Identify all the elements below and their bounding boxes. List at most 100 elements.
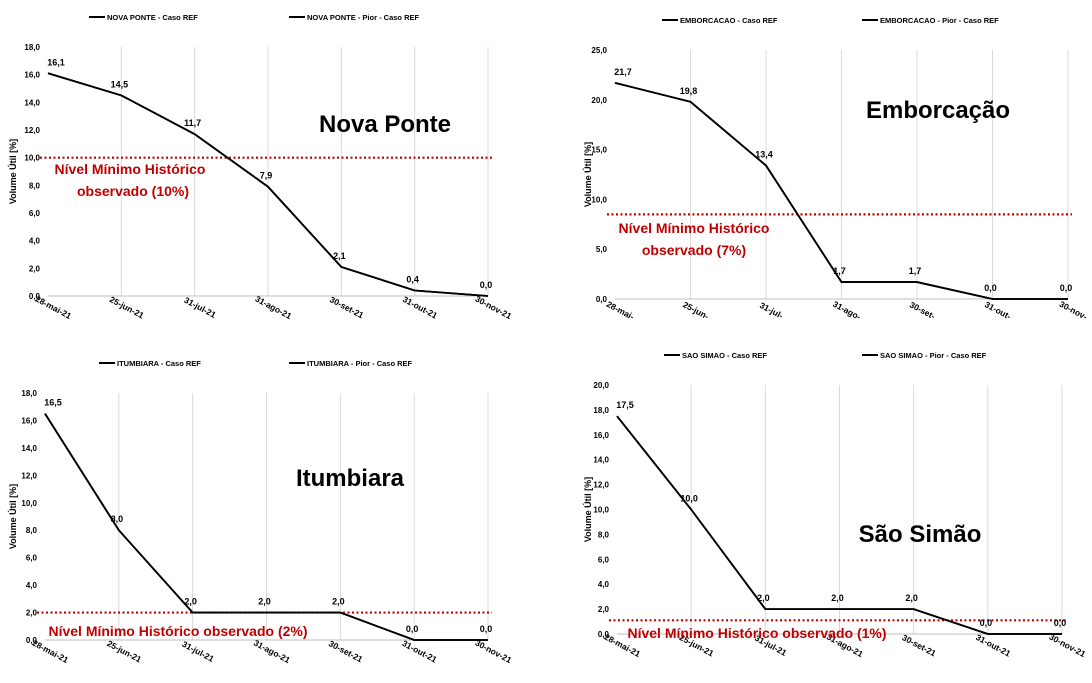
y-tick-label: 12,0 xyxy=(24,126,40,135)
y-tick-label: 0,0 xyxy=(26,636,38,645)
x-tick-label: 31-out-21 xyxy=(401,638,439,665)
y-tick-label: 8,0 xyxy=(598,530,610,539)
data-label: 11,7 xyxy=(184,118,201,128)
data-label: 1,7 xyxy=(909,266,922,276)
x-tick-label: 31-jul- xyxy=(758,300,785,321)
reference-label: Nível Mínimo Histórico observado (2%) xyxy=(48,623,307,639)
legend-label: ITUMBIARA - Caso REF xyxy=(117,359,201,368)
legend-label: EMBORCACAO - Caso REF xyxy=(680,16,778,25)
y-tick-label: 0,0 xyxy=(29,292,41,301)
y-tick-label: 18,0 xyxy=(593,406,609,415)
legend-label: NOVA PONTE - Pior - Caso REF xyxy=(307,13,420,22)
data-label: 0,0 xyxy=(1054,618,1067,628)
data-label: 10,0 xyxy=(680,494,698,504)
x-tick-label: 30-nov-21 xyxy=(474,294,514,322)
y-tick-label: 15,0 xyxy=(591,146,607,155)
chart-title: São Simão xyxy=(859,521,982,548)
y-tick-label: 6,0 xyxy=(29,209,41,218)
x-tick-label: 28-mai- xyxy=(605,299,636,322)
reference-label: Nível Mínimo Histórico xyxy=(619,220,770,236)
legend-label: NOVA PONTE - Caso REF xyxy=(107,13,198,22)
chart-title: Nova Ponte xyxy=(319,111,451,138)
data-label: 2,0 xyxy=(831,593,844,603)
data-label: 2,0 xyxy=(757,593,770,603)
data-label: 21,7 xyxy=(614,67,632,77)
legend-label: EMBORCACAO - Pior - Caso REF xyxy=(880,16,999,25)
series-line-2 xyxy=(616,415,1062,635)
y-tick-label: 16,0 xyxy=(593,431,609,440)
y-tick-label: 6,0 xyxy=(598,555,610,564)
x-tick-label: 30-set-21 xyxy=(328,294,365,320)
y-tick-label: 0,0 xyxy=(598,630,610,639)
y-tick-label: 16,0 xyxy=(21,416,37,425)
x-tick-label: 31-out-21 xyxy=(401,294,439,321)
reference-label: observado (7%) xyxy=(642,242,746,258)
y-tick-label: 4,0 xyxy=(29,237,41,246)
reference-label: Nível Mínimo Histórico xyxy=(55,161,206,177)
y-tick-label: 16,0 xyxy=(24,71,40,80)
data-label: 0,0 xyxy=(480,624,493,634)
y-tick-label: 10,0 xyxy=(21,499,37,508)
y-tick-label: 10,0 xyxy=(591,195,607,204)
y-tick-label: 14,0 xyxy=(24,98,40,107)
data-label: 0,0 xyxy=(1060,283,1073,293)
y-tick-label: 2,0 xyxy=(29,264,41,273)
y-tick-label: 20,0 xyxy=(591,96,607,105)
data-label: 1,7 xyxy=(833,266,846,276)
data-label: 0,0 xyxy=(406,624,419,634)
x-tick-label: 31-out- xyxy=(983,299,1013,321)
x-tick-label: 31-jul-21 xyxy=(180,639,215,664)
y-tick-label: 4,0 xyxy=(598,580,610,589)
y-tick-label: 8,0 xyxy=(29,181,41,190)
x-tick-label: 30-nov-21 xyxy=(1048,632,1088,660)
data-label: 13,4 xyxy=(755,150,773,160)
x-tick-label: 30-set- xyxy=(908,300,937,322)
y-tick-label: 12,0 xyxy=(593,481,609,490)
x-tick-label: 31-out-21 xyxy=(974,632,1012,659)
series-line-2 xyxy=(47,72,489,297)
x-tick-label: 30-set-21 xyxy=(900,632,937,658)
y-tick-label: 18,0 xyxy=(24,43,40,52)
x-tick-label: 25-jun- xyxy=(681,299,710,321)
data-label: 0,0 xyxy=(480,280,493,290)
data-label: 7,9 xyxy=(260,171,273,181)
y-tick-label: 10,0 xyxy=(593,506,609,515)
y-axis-label: Volume Útil [%] xyxy=(582,142,593,207)
x-tick-label: 25-jun-21 xyxy=(105,638,143,664)
data-label: 2,0 xyxy=(332,597,345,607)
y-tick-label: 0,0 xyxy=(596,295,608,304)
y-tick-label: 14,0 xyxy=(593,456,609,465)
series-line-2 xyxy=(614,81,1068,300)
legend-label: SAO SIMAO - Caso REF xyxy=(682,351,767,360)
data-label: 17,5 xyxy=(616,400,634,410)
y-axis-label: Volume Útil [%] xyxy=(7,139,18,204)
y-tick-label: 6,0 xyxy=(26,554,38,563)
x-tick-label: 31-ago- xyxy=(831,299,863,322)
x-tick-label: 30-set-21 xyxy=(327,638,364,664)
data-label: 2,0 xyxy=(258,597,271,607)
y-tick-label: 8,0 xyxy=(26,526,38,535)
x-tick-label: 28-mai-21 xyxy=(31,638,71,665)
reference-label: observado (10%) xyxy=(77,183,189,199)
data-label: 16,5 xyxy=(44,398,62,408)
y-tick-label: 5,0 xyxy=(596,245,608,254)
series-line-2 xyxy=(44,413,488,641)
x-tick-label: 25-jun-21 xyxy=(108,294,146,320)
data-label: 2,1 xyxy=(333,251,346,261)
data-label: 14,5 xyxy=(111,79,129,89)
x-tick-label: 31-ago-21 xyxy=(254,294,294,322)
y-tick-label: 10,0 xyxy=(24,154,40,163)
data-label: 16,1 xyxy=(47,57,65,67)
y-tick-label: 20,0 xyxy=(593,381,609,390)
legend-label: ITUMBIARA - Pior - Caso REF xyxy=(307,359,413,368)
data-label: 0,0 xyxy=(984,283,997,293)
data-label: 19,8 xyxy=(680,86,698,96)
reference-label: Nível Mínimo Histórico observado (1%) xyxy=(627,625,886,641)
x-tick-label: 31-ago-21 xyxy=(252,638,292,666)
x-tick-label: 31-jul-21 xyxy=(182,295,217,320)
x-tick-label: 30-nov-21 xyxy=(474,638,514,666)
y-tick-label: 25,0 xyxy=(591,46,607,55)
y-tick-label: 4,0 xyxy=(26,581,38,590)
chart-title: Emborcação xyxy=(866,97,1010,124)
